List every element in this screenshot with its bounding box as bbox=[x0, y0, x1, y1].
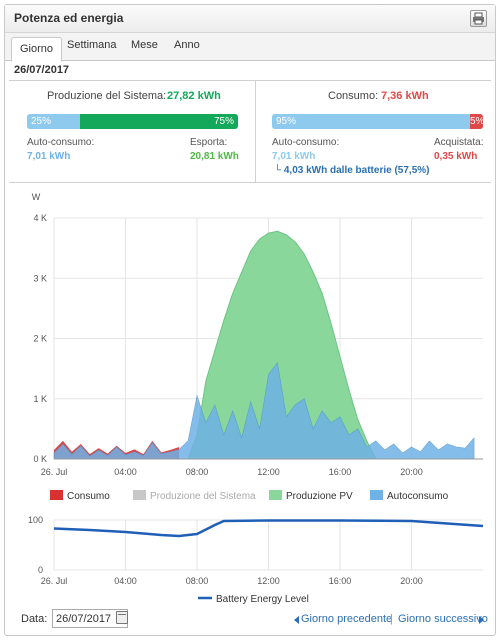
production-self-label: Auto-consumo: bbox=[27, 137, 95, 148]
tab-giorno[interactable]: Giorno bbox=[11, 37, 63, 62]
panel-title: Potenza ed energia bbox=[14, 11, 124, 25]
export-value: 20,81 kWh bbox=[190, 151, 239, 162]
date-navigation: Data: Giorno precedente | Giorno success… bbox=[5, 605, 495, 635]
y-tick-label: 1 K bbox=[33, 394, 47, 404]
tab-anno[interactable]: Anno bbox=[174, 39, 200, 51]
consumption-bar-self: 95% bbox=[272, 114, 472, 129]
consumption-value: 7,36 kWh bbox=[381, 90, 429, 102]
production-bar: 25% 75% bbox=[27, 114, 238, 129]
charts-area: W 0 K 1 K 2 K 3 K 4 K 26. Jul 04:00 08:00 12:00 16… bbox=[5, 184, 495, 605]
legend-swatch bbox=[370, 490, 383, 500]
production-bar-self: 25% bbox=[27, 114, 80, 129]
battery-x-tick-label: 04:00 bbox=[114, 576, 137, 586]
energy-panel: Potenza ed energia Giorno Settimana Mese… bbox=[4, 4, 496, 636]
chevron-left-icon[interactable] bbox=[294, 616, 299, 624]
battery-y-tick-label: 0 bbox=[38, 565, 43, 575]
print-icon[interactable] bbox=[470, 10, 487, 27]
production-self-value: 7,01 kWh bbox=[27, 151, 71, 162]
y-tick-label: 4 K bbox=[33, 213, 47, 223]
x-tick-label: 26. Jul bbox=[41, 467, 68, 477]
selected-date-title: 26/07/2017 bbox=[14, 64, 70, 76]
battery-x-tick-label: 08:00 bbox=[186, 576, 209, 586]
tab-mese[interactable]: Mese bbox=[131, 39, 158, 51]
battery-note: └ 4,03 kWh dalle batterie (57,5%) bbox=[274, 165, 430, 176]
consumption-self-label: Auto-consumo: bbox=[272, 137, 340, 148]
energy-summary: Produzione del Sistema: 27,82 kWh 25% 75… bbox=[9, 80, 491, 183]
bought-label: Acquistata: bbox=[434, 137, 484, 148]
consumption-label: Consumo: bbox=[328, 90, 379, 102]
battery-x-tick-label: 16:00 bbox=[329, 576, 352, 586]
consumption-bar: 95% 5% bbox=[272, 114, 483, 129]
next-day-link[interactable]: Giorno successivo bbox=[398, 613, 488, 625]
y-tick-label: 2 K bbox=[33, 334, 47, 344]
legend-label: Autoconsumo bbox=[387, 491, 449, 502]
series-area-autoconsumo bbox=[53, 361, 475, 460]
series-line-battery-energy-level bbox=[53, 519, 484, 538]
period-tabs: Giorno Settimana Mese Anno bbox=[5, 33, 495, 62]
x-tick-label: 12:00 bbox=[257, 467, 280, 477]
date-label: Data: bbox=[21, 613, 48, 625]
battery-legend-label: Battery Energy Level bbox=[216, 594, 309, 604]
summary-divider bbox=[255, 81, 256, 183]
y-axis-unit-label: W bbox=[32, 192, 41, 202]
production-value: 27,82 kWh bbox=[167, 90, 221, 102]
production-label: Produzione del Sistema: bbox=[47, 90, 167, 102]
consumption-self-value: 7,01 kWh bbox=[272, 151, 316, 162]
y-tick-label: 0 K bbox=[33, 454, 47, 464]
legend-label: Consumo bbox=[67, 491, 110, 502]
legend-swatch bbox=[133, 490, 146, 500]
y-tick-label: 3 K bbox=[33, 273, 47, 283]
consumption-bar-bought: 5% bbox=[470, 114, 483, 129]
battery-x-tick-label: 12:00 bbox=[257, 576, 280, 586]
x-tick-label: 16:00 bbox=[329, 467, 352, 477]
calendar-icon[interactable] bbox=[116, 611, 128, 624]
export-label: Esporta: bbox=[190, 137, 228, 148]
production-bar-export: 75% bbox=[80, 114, 238, 129]
legend-label: Produzione PV bbox=[286, 491, 353, 502]
chevron-right-icon[interactable] bbox=[479, 616, 484, 624]
series-area-produzione-pv bbox=[187, 230, 377, 460]
charts-svg: W 0 K 1 K 2 K 3 K 4 K 26. Jul 04:00 08:00 12:00 16… bbox=[28, 192, 484, 605]
tab-settimana[interactable]: Settimana bbox=[67, 39, 117, 51]
panel-header: Potenza ed energia bbox=[5, 5, 495, 33]
x-tick-label: 04:00 bbox=[114, 467, 137, 477]
legend-swatch bbox=[50, 490, 63, 500]
bought-value: 0,35 kWh bbox=[434, 151, 478, 162]
nav-separator: | bbox=[390, 613, 393, 625]
date-input[interactable] bbox=[52, 609, 128, 628]
previous-day-link[interactable]: Giorno precedente bbox=[301, 613, 393, 625]
battery-y-tick-label: 100 bbox=[28, 515, 43, 525]
battery-x-tick-label: 26. Jul bbox=[41, 576, 68, 586]
legend-swatch bbox=[269, 490, 282, 500]
battery-x-tick-label: 20:00 bbox=[400, 576, 423, 586]
x-tick-label: 20:00 bbox=[400, 467, 423, 477]
x-tick-label: 08:00 bbox=[186, 467, 209, 477]
legend-label: Produzione del Sistema bbox=[150, 491, 256, 502]
